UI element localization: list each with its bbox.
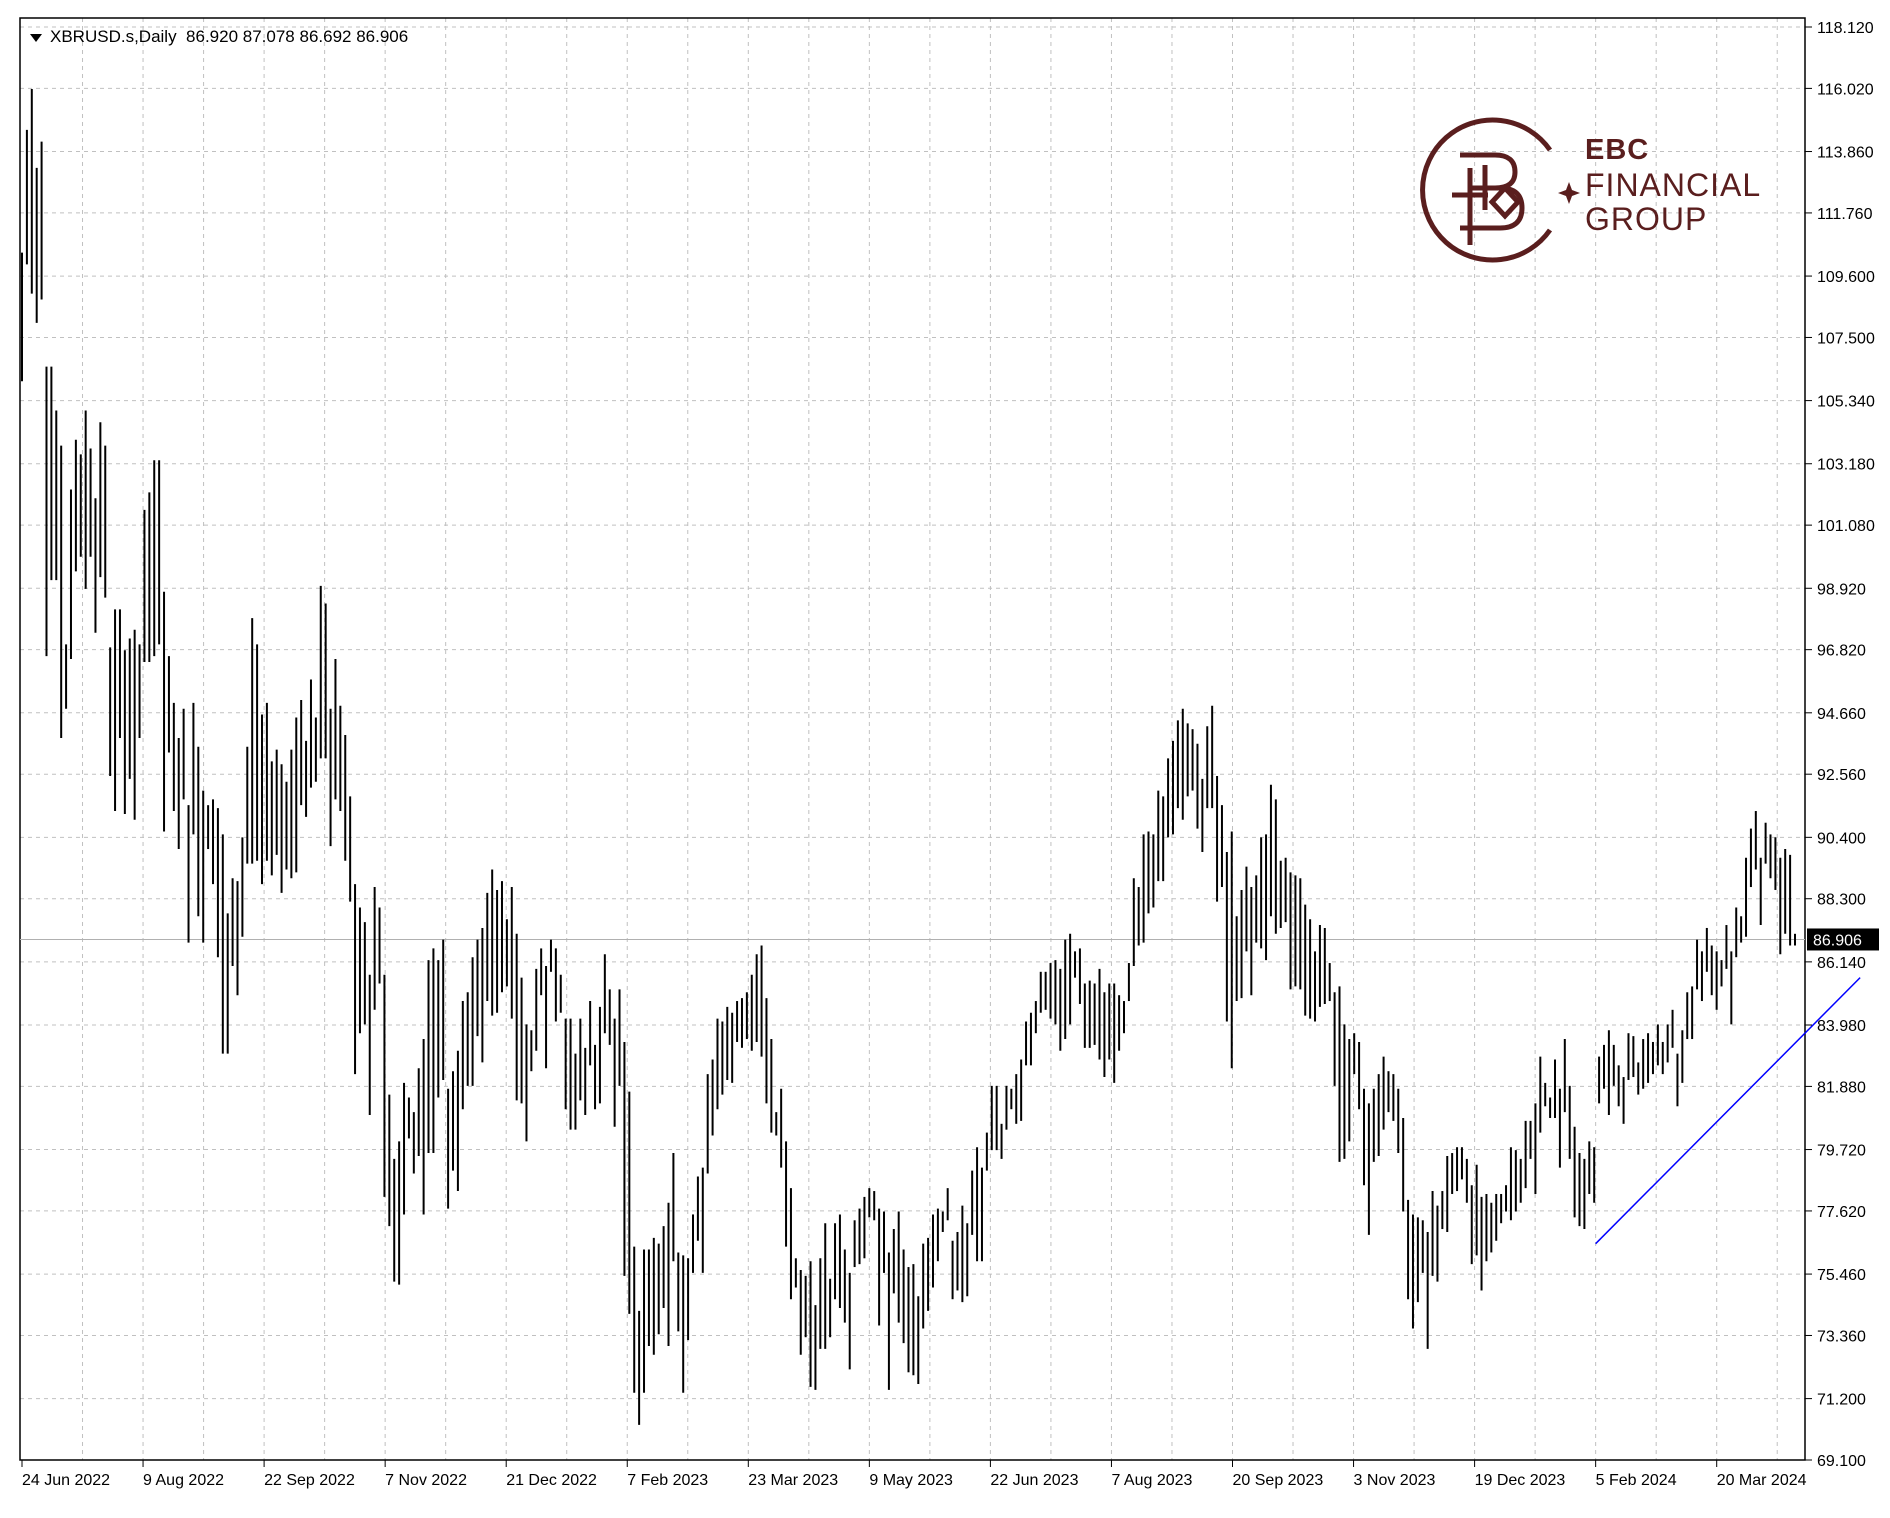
x-tick-label: 5 Feb 2024	[1596, 1472, 1677, 1489]
x-tick-label: 23 Mar 2023	[748, 1472, 838, 1489]
y-tick-label: 118.120	[1817, 20, 1874, 37]
y-tick-label: 71.200	[1817, 1392, 1866, 1409]
ohlc-values: 86.920 87.078 86.692 86.906	[186, 27, 409, 46]
y-tick-label: 86.140	[1817, 955, 1866, 972]
x-tick-label: 7 Nov 2022	[385, 1472, 467, 1489]
logo-line-1: EBC	[1585, 134, 1650, 166]
y-tick-label: 69.100	[1817, 1453, 1866, 1470]
ebc-logo-text: EBC FINANCIAL GROUP	[1585, 134, 1762, 237]
price-axis: 118.120 116.020 113.860 111.760 109.600 107.5…	[1805, 20, 1875, 1470]
ohlc-bars	[21, 88, 1796, 1425]
y-tick-label: 107.500	[1817, 330, 1875, 347]
y-tick-label: 94.660	[1817, 706, 1866, 723]
y-tick-label: 98.920	[1817, 581, 1866, 598]
x-tick-label: 20 Sep 2023	[1233, 1472, 1324, 1489]
x-tick-label: 22 Sep 2022	[264, 1472, 355, 1489]
dropdown-triangle-icon[interactable]	[30, 33, 42, 42]
y-tick-label: 103.180	[1817, 457, 1875, 474]
y-tick-label: 105.340	[1817, 394, 1875, 411]
y-tick-label: 116.020	[1817, 81, 1874, 98]
y-tick-label: 75.460	[1817, 1267, 1866, 1284]
y-tick-label: 90.400	[1817, 830, 1866, 847]
x-tick-label: 22 Jun 2023	[990, 1472, 1078, 1489]
y-tick-label: 109.600	[1817, 269, 1875, 286]
y-tick-label: 111.760	[1817, 206, 1873, 223]
current-price-text: 86.906	[1813, 932, 1862, 949]
current-price-box	[1807, 928, 1879, 951]
trendline-segment	[1595, 977, 1861, 1245]
y-tick-label: 96.820	[1817, 643, 1866, 660]
y-tick-label: 83.980	[1817, 1018, 1866, 1035]
x-tick-label: 9 May 2023	[869, 1472, 953, 1489]
ebc-logo-mark-icon	[1420, 117, 1580, 263]
symbol-header[interactable]: XBRUSD.s,Daily 86.920 87.078 86.692 86.9…	[30, 27, 408, 47]
y-tick-label: 88.300	[1817, 892, 1866, 909]
y-tick-label: 79.720	[1817, 1143, 1866, 1160]
x-tick-label: 9 Aug 2022	[143, 1472, 224, 1489]
x-tick-label: 19 Dec 2023	[1475, 1472, 1566, 1489]
star-icon	[1558, 182, 1580, 204]
x-tick-label: 21 Dec 2022	[506, 1472, 597, 1489]
grid-lines	[20, 18, 1805, 1461]
x-tick-label: 7 Feb 2023	[627, 1472, 708, 1489]
plot-frame	[19, 17, 1806, 1461]
y-tick-label: 73.360	[1817, 1328, 1866, 1345]
trendline[interactable]	[1595, 977, 1861, 1245]
x-tick-label: 20 Mar 2024	[1717, 1472, 1807, 1489]
y-tick-label: 81.880	[1817, 1079, 1866, 1096]
y-tick-label: 92.560	[1817, 767, 1866, 784]
time-axis: 24 Jun 2022 9 Aug 2022 22 Sep 2022 7 Nov 20…	[21, 1460, 1807, 1489]
logo-line-3: GROUP	[1585, 201, 1708, 237]
y-tick-label: 101.080	[1817, 518, 1875, 535]
logo-line-2: FINANCIAL	[1585, 167, 1762, 203]
symbol-name: XBRUSD.s,Daily	[50, 27, 177, 46]
y-tick-label: 113.860	[1817, 145, 1874, 162]
current-price-label: 86.906	[1807, 928, 1879, 951]
x-tick-label: 7 Aug 2023	[1111, 1472, 1192, 1489]
x-tick-label: 3 Nov 2023	[1354, 1472, 1436, 1489]
ebc-logo: EBC FINANCIAL GROUP	[1410, 110, 1770, 270]
x-tick-label: 24 Jun 2022	[22, 1472, 110, 1489]
y-tick-label: 77.620	[1817, 1204, 1866, 1221]
